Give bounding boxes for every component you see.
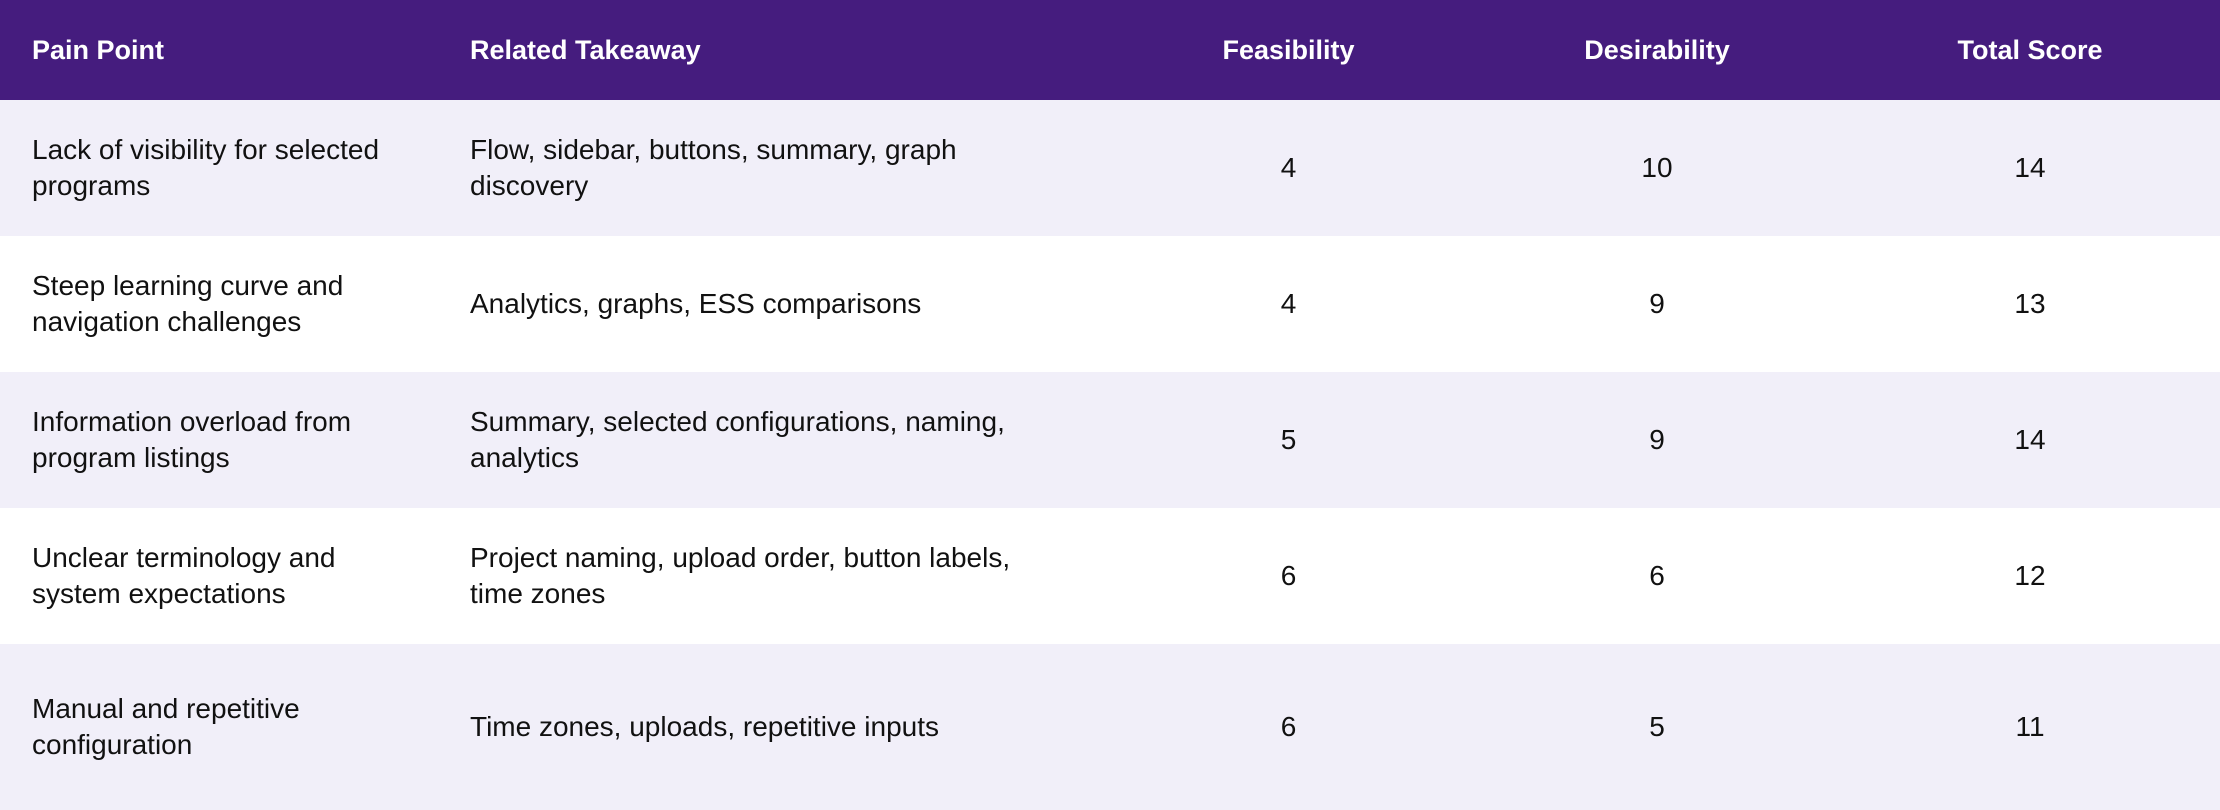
pain-point-cell: Manual and repetitive configuration	[32, 693, 300, 760]
total-score-cell: 13	[2014, 288, 2046, 319]
table-row: Unclear terminology and system expectati…	[0, 508, 2220, 644]
table-body: Lack of visibility for selected programs…	[0, 100, 2220, 810]
table-row: Steep learning curve and navigation chal…	[0, 236, 2220, 372]
table-row: Information overload from program listin…	[0, 372, 2220, 508]
header-desirability: Desirability	[1584, 34, 1730, 65]
takeaway-cell: Project naming, upload order, button lab…	[470, 542, 1011, 609]
desirability-cell: 9	[1649, 288, 1665, 319]
total-score-cell: 14	[2014, 152, 2046, 183]
pain-point-cell: Information overload from program listin…	[32, 406, 352, 473]
header-feasibility: Feasibility	[1222, 34, 1355, 65]
header-total-score: Total Score	[1957, 34, 2103, 65]
feasibility-cell: 6	[1280, 560, 1297, 591]
desirability-cell: 10	[1641, 152, 1673, 183]
desirability-cell: 9	[1649, 424, 1665, 455]
takeaway-cell: Analytics, graphs, ESS comparisons	[470, 288, 922, 319]
table-header: Pain Point Related Takeaway Feasibility …	[0, 0, 2220, 100]
header-pain-point: Pain Point	[32, 34, 165, 65]
total-score-cell: 12	[2014, 560, 2046, 591]
total-score-cell: 11	[2015, 711, 2045, 742]
pain-point-cell: Unclear terminology and system expectati…	[32, 542, 336, 609]
feasibility-cell: 6	[1280, 711, 1297, 742]
table-row: Lack of visibility for selected programs…	[0, 100, 2220, 236]
feasibility-cell: 4	[1280, 288, 1297, 319]
total-score-cell: 14	[2014, 424, 2046, 455]
takeaway-cell: Summary, selected configurations, naming…	[470, 406, 1005, 473]
table-row: Manual and repetitive configuration Time…	[0, 644, 2220, 810]
feasibility-cell: 4	[1280, 152, 1297, 183]
pain-point-cell: Steep learning curve and navigation chal…	[32, 270, 344, 337]
header-row: Pain Point Related Takeaway Feasibility …	[0, 0, 2220, 100]
desirability-cell: 5	[1649, 711, 1665, 742]
header-related-takeaway: Related Takeaway	[470, 34, 701, 65]
feasibility-cell: 5	[1280, 424, 1297, 455]
takeaway-cell: Time zones, uploads, repetitive inputs	[470, 711, 939, 742]
desirability-cell: 6	[1649, 560, 1665, 591]
takeaway-cell: Flow, sidebar, buttons, summary, graph d…	[470, 134, 957, 201]
pain-point-cell: Lack of visibility for selected programs	[32, 134, 380, 201]
